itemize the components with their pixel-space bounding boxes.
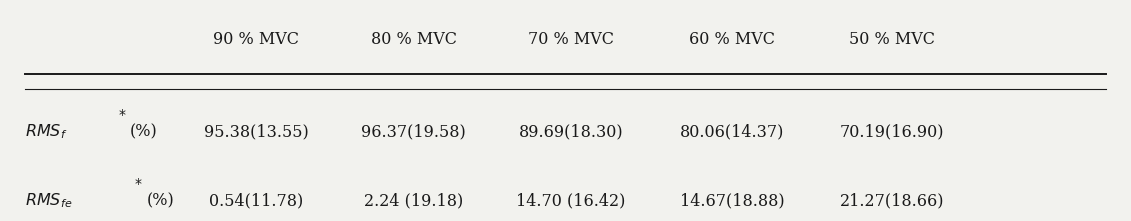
Text: $*$: $*$ (135, 175, 143, 189)
Text: 89.69(18.30): 89.69(18.30) (519, 124, 623, 141)
Text: 80.06(14.37): 80.06(14.37) (680, 124, 784, 141)
Text: 90 % MVC: 90 % MVC (213, 31, 299, 48)
Text: 14.67(18.88): 14.67(18.88) (680, 192, 785, 210)
Text: 2.24 (19.18): 2.24 (19.18) (364, 192, 464, 210)
Text: 0.54(11.78): 0.54(11.78) (209, 192, 303, 210)
Text: 80 % MVC: 80 % MVC (371, 31, 457, 48)
Text: (%): (%) (130, 124, 157, 141)
Text: 60 % MVC: 60 % MVC (689, 31, 775, 48)
Text: $\mathit{RMS}_{f}$: $\mathit{RMS}_{f}$ (25, 123, 68, 141)
Text: 95.38(13.55): 95.38(13.55) (204, 124, 309, 141)
Text: 96.37(19.58): 96.37(19.58) (361, 124, 466, 141)
Text: $\mathit{RMS}_{fe}$: $\mathit{RMS}_{fe}$ (25, 192, 72, 210)
Text: 14.70 (16.42): 14.70 (16.42) (517, 192, 625, 210)
Text: 70 % MVC: 70 % MVC (528, 31, 614, 48)
Text: 50 % MVC: 50 % MVC (849, 31, 935, 48)
Text: $*$: $*$ (118, 106, 127, 120)
Text: (%): (%) (147, 192, 174, 210)
Text: 70.19(16.90): 70.19(16.90) (839, 124, 944, 141)
Text: 21.27(18.66): 21.27(18.66) (839, 192, 944, 210)
